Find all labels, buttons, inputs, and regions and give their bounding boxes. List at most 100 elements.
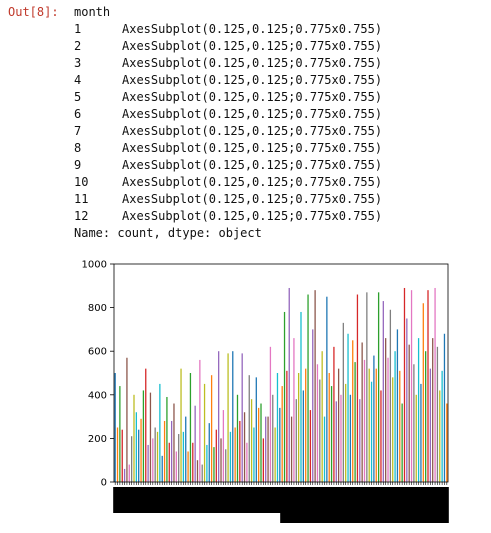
x-tick-label [303, 487, 308, 523]
x-tick-label [320, 487, 325, 523]
chart-bar [307, 294, 309, 482]
chart-bar [392, 377, 394, 482]
chart-bar [436, 346, 439, 482]
chart-bar [262, 438, 264, 482]
chart-bar [432, 338, 434, 482]
series-row-value: AxesSubplot(0.125,0.125;0.775x0.755) [122, 141, 383, 155]
chart-bar [366, 292, 368, 482]
series-row-value: AxesSubplot(0.125,0.125;0.775x0.755) [122, 90, 383, 104]
chart-bar [333, 346, 335, 482]
x-tick-label [390, 487, 395, 523]
bar-chart: 0 200 400 600 800 1000 [70, 256, 460, 528]
x-tick-label [221, 487, 226, 513]
chart-bar [269, 346, 272, 482]
x-tick-label [322, 487, 327, 523]
x-tick-label [364, 487, 369, 523]
chart-bar [246, 442, 248, 482]
chart-bar [403, 287, 406, 482]
chart-bar [218, 351, 220, 482]
chart-bar [293, 338, 295, 482]
x-tick-label [195, 487, 200, 513]
chart-bar [316, 364, 319, 482]
series-row: 8 AxesSubplot(0.125,0.125;0.775x0.755) [74, 140, 382, 157]
series-row: 2 AxesSubplot(0.125,0.125;0.775x0.755) [74, 38, 382, 55]
x-tick-label [141, 487, 146, 513]
series-row: 1 AxesSubplot(0.125,0.125;0.775x0.755) [74, 21, 382, 38]
x-tick-label [263, 487, 268, 513]
x-tick-label [120, 487, 125, 513]
x-tick-label [259, 487, 264, 513]
chart-bar [222, 410, 225, 482]
x-tick-label [200, 487, 205, 513]
chart-bar [154, 427, 156, 482]
chart-bar [243, 412, 246, 482]
chart-bar [159, 383, 161, 482]
chart-bar [417, 338, 420, 482]
chart-bar [130, 436, 133, 482]
chart-bar [399, 370, 401, 482]
chart-bar [116, 427, 119, 482]
x-tick-label [282, 487, 287, 523]
x-tick-label [381, 487, 386, 523]
chart-bar [288, 287, 290, 482]
x-tick-label [188, 487, 193, 513]
chart-bar [182, 431, 185, 482]
x-tick-label [242, 487, 247, 513]
x-tick-label [254, 487, 259, 513]
series-row: 6 AxesSubplot(0.125,0.125;0.775x0.755) [74, 106, 382, 123]
series-row-index: 6 [74, 107, 82, 121]
x-tick-label [444, 487, 449, 523]
chart-bar [180, 368, 182, 482]
chart-bar [142, 390, 145, 482]
x-tick-label [211, 487, 216, 513]
chart-bar [394, 351, 396, 482]
x-tick-label [404, 487, 409, 523]
x-tick-label [383, 487, 388, 523]
series-row-value: AxesSubplot(0.125,0.125;0.775x0.755) [122, 56, 383, 70]
series-rows: 1 AxesSubplot(0.125,0.125;0.775x0.755) 2 Ax… [74, 21, 382, 225]
chart-bar [342, 322, 344, 482]
chart-bar [189, 373, 192, 482]
chart-bar [203, 383, 206, 482]
output-prompt: Out[8]: [8, 5, 59, 19]
chart-bar [199, 359, 201, 482]
chart-bar [359, 399, 361, 482]
chart-bar [260, 403, 262, 482]
series-row: 11 AxesSubplot(0.125,0.125;0.775x0.755) [74, 191, 382, 208]
x-tick-label [256, 487, 261, 513]
x-tick-label [270, 487, 275, 513]
chart-bar [300, 311, 302, 482]
y-tick-label: 800 [88, 303, 107, 314]
chart-bar [140, 418, 142, 482]
x-tick-label [296, 487, 301, 523]
chart-bar [152, 438, 154, 482]
chart-bar [427, 290, 429, 482]
x-tick-label [186, 487, 191, 513]
x-tick-label [327, 487, 332, 523]
x-tick-label [214, 487, 219, 513]
chart-bar [345, 383, 347, 482]
chart-bar [420, 383, 422, 482]
chart-bar [194, 405, 196, 482]
x-tick-label [289, 487, 294, 523]
x-tick-label [430, 487, 435, 523]
chart-bar [290, 416, 293, 482]
series-row: 4 AxesSubplot(0.125,0.125;0.775x0.755) [74, 72, 382, 89]
x-tick-label [261, 487, 266, 513]
series-row: 5 AxesSubplot(0.125,0.125;0.775x0.755) [74, 89, 382, 106]
series-row-index: 4 [74, 73, 82, 87]
chart-bar [312, 329, 314, 482]
chart-bar [375, 368, 377, 482]
chart-bar [361, 342, 363, 482]
x-tick-label [294, 487, 299, 523]
chart-bar [210, 375, 213, 482]
x-tick-label [275, 487, 280, 513]
series-row-index: 1 [74, 22, 82, 36]
x-tick-label [336, 487, 341, 523]
chart-bar [279, 407, 281, 482]
chart-bar [401, 403, 403, 482]
chart-bar [283, 311, 286, 482]
series-row-index: 11 [74, 192, 89, 206]
series-row-value: AxesSubplot(0.125,0.125;0.775x0.755) [122, 175, 383, 189]
chart-bar [377, 292, 380, 482]
